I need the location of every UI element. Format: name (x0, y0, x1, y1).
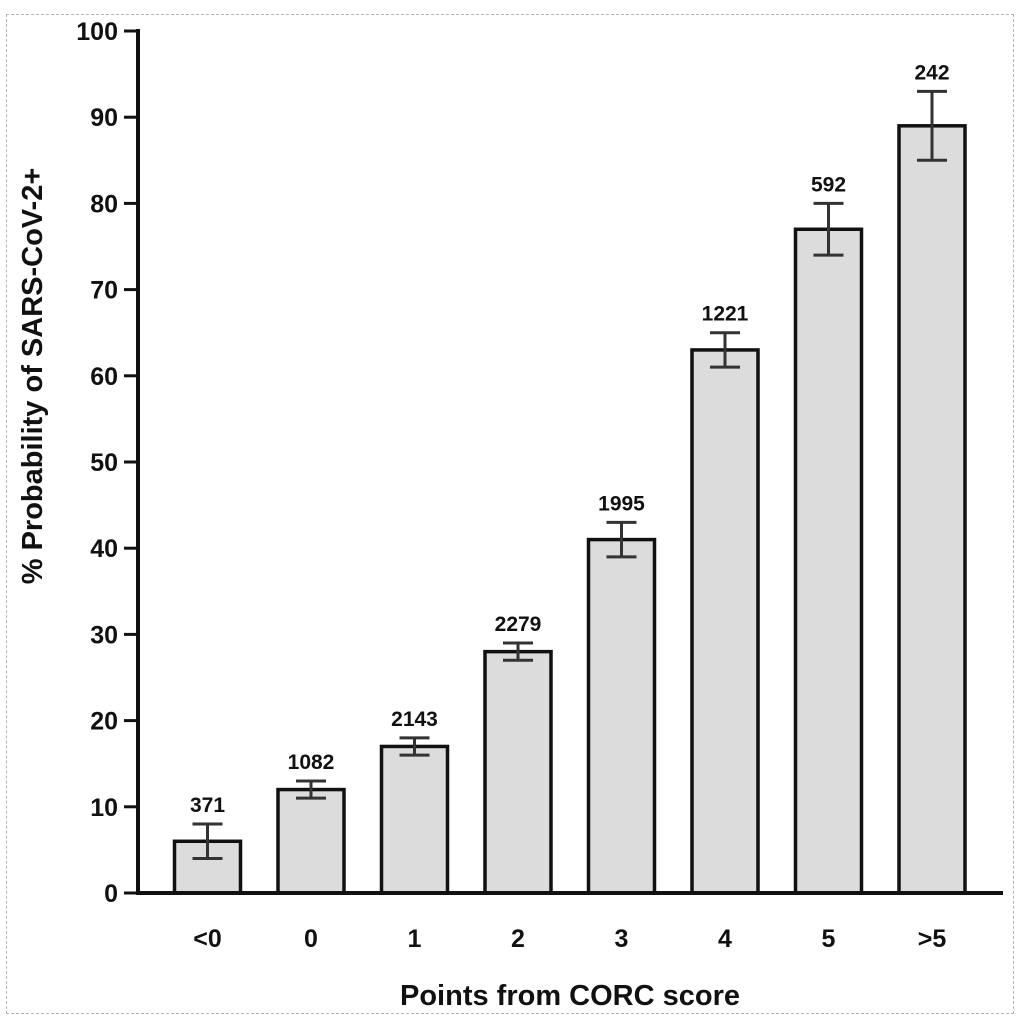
bar-count-label: 1082 (288, 751, 335, 774)
axes-layer (136, 29, 1003, 895)
bar-count-label: 2143 (391, 708, 438, 731)
y-tick-label: 60 (90, 363, 118, 391)
bar (690, 348, 760, 895)
bar (379, 744, 450, 895)
bar (276, 787, 346, 895)
bar-count-label: 2279 (495, 613, 542, 636)
x-tick-label: 0 (304, 925, 318, 953)
y-tick-label: 80 (90, 190, 118, 218)
x-axis-title: Points from CORC score (400, 980, 740, 1012)
y-tick-label: 0 (104, 880, 118, 908)
x-tick-label: 5 (822, 925, 836, 953)
y-axis-title: % Probability of SARS-CoV-2+ (17, 168, 49, 585)
y-tick-label: 20 (90, 708, 118, 736)
bar (897, 124, 967, 895)
x-tick-label: <0 (193, 925, 222, 953)
bar-count-label: 592 (811, 173, 846, 196)
y-tick-label: 90 (90, 104, 118, 132)
bar-count-label: 371 (190, 794, 225, 817)
y-tick-label: 70 (90, 277, 118, 305)
x-tick-label: 1 (408, 925, 422, 953)
y-tick-label: 10 (90, 794, 118, 822)
x-tick-label: 4 (718, 925, 732, 953)
bar-labels-layer: 371 1082 2143 2279 1995 1221 592 242 (190, 61, 950, 817)
chart-frame (6, 14, 1014, 1014)
bar (793, 227, 864, 895)
x-tick-label: 3 (615, 925, 629, 953)
error-bars-layer (192, 89, 947, 861)
bars-layer (172, 124, 967, 895)
bar (483, 649, 553, 895)
x-tick-label: >5 (918, 925, 947, 953)
bar-count-label: 1221 (702, 303, 749, 326)
x-tick-label: 2 (511, 925, 525, 953)
bar-count-label: 242 (914, 61, 949, 84)
y-ticks-layer: 0 10 20 30 40 50 60 70 80 90 100 (76, 18, 138, 908)
y-tick-label: 40 (90, 535, 118, 563)
y-tick-label: 50 (90, 449, 118, 477)
x-ticks-layer: <0 0 1 2 3 4 5 >5 (193, 925, 946, 953)
bar (586, 537, 657, 895)
y-tick-label: 30 (90, 621, 118, 649)
y-tick-label: 100 (76, 18, 118, 46)
bar-count-label: 1995 (598, 492, 645, 515)
